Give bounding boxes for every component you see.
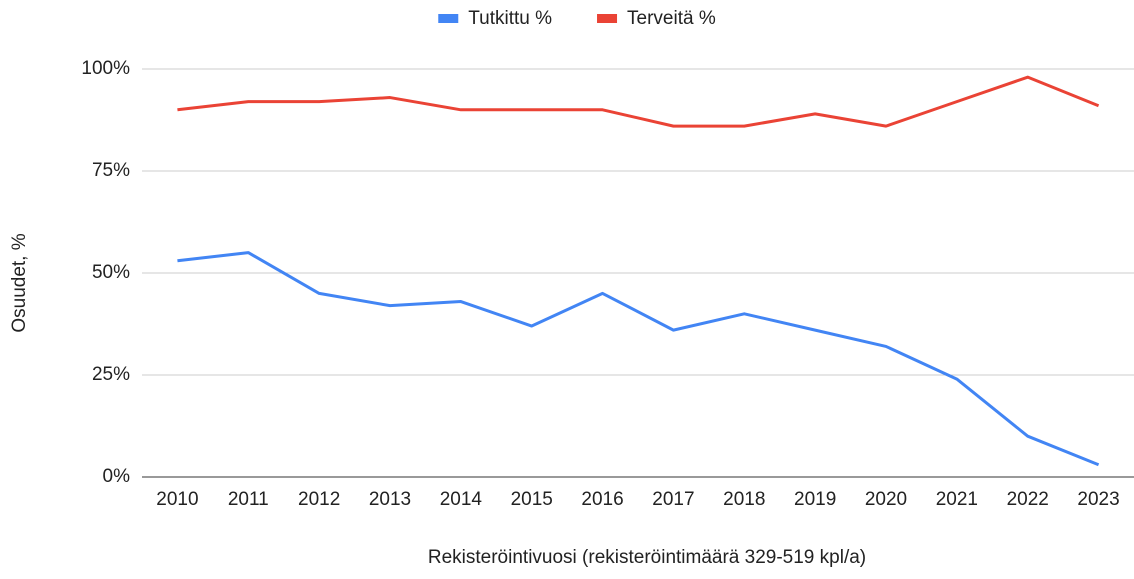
y-tick-label: 75% <box>92 160 130 181</box>
legend-label: Terveitä % <box>627 8 716 29</box>
x-tick-label: 2011 <box>228 489 269 510</box>
x-tick-label: 2020 <box>865 489 907 510</box>
x-tick-label: 2022 <box>1007 489 1049 510</box>
legend-label: Tutkittu % <box>468 8 552 29</box>
y-axis-title: Osuudet, % <box>9 233 30 332</box>
x-tick-label: 2019 <box>794 489 836 510</box>
x-tick-label: 2023 <box>1077 489 1119 510</box>
x-tick-label: 2014 <box>440 489 483 510</box>
y-tick-label: 50% <box>92 262 130 283</box>
y-tick-label: 0% <box>103 466 131 487</box>
x-tick-label: 2015 <box>511 489 553 510</box>
legend-swatch <box>597 14 618 23</box>
data-line <box>177 251 1100 467</box>
x-tick-label: 2016 <box>581 489 623 510</box>
y-tick-label: 100% <box>81 58 130 79</box>
x-tick-label: 2021 <box>936 489 978 510</box>
x-tick-label: 2017 <box>652 489 694 510</box>
x-tick-label: 2010 <box>156 489 198 510</box>
data-line <box>177 75 1100 128</box>
x-tick-label: 2018 <box>723 489 765 510</box>
x-tick-label: 2012 <box>298 489 340 510</box>
x-axis-title: Rekisteröintivuosi (rekisteröintimäärä 3… <box>428 547 866 568</box>
legend-swatch <box>438 14 459 23</box>
x-tick-label: 2013 <box>369 489 411 510</box>
y-tick-label: 25% <box>92 364 130 385</box>
